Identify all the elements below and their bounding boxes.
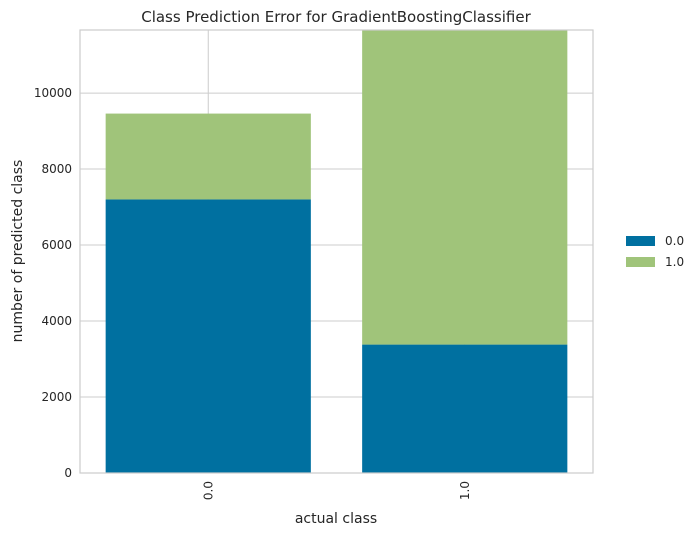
bar-actual-0.0-predicted-1.0 xyxy=(105,113,311,200)
y-axis-label: number of predicted class xyxy=(10,160,26,343)
y-tick-label: 2000 xyxy=(41,390,72,404)
x-tick-label: 1.0 xyxy=(458,481,472,500)
legend-label: 0.0 xyxy=(665,234,684,248)
legend-swatch xyxy=(626,236,655,246)
y-tick-label: 10000 xyxy=(34,86,72,100)
bar-actual-1.0-predicted-1.0 xyxy=(362,30,568,345)
x-axis-ticks: 0.0 1.0 xyxy=(201,481,472,500)
y-tick-label: 6000 xyxy=(41,238,72,252)
plot-area xyxy=(79,29,594,474)
x-tick-label: 0.0 xyxy=(201,481,215,500)
legend-swatch xyxy=(626,257,655,267)
bar-actual-0.0-predicted-0.0 xyxy=(105,199,311,473)
plot-frame xyxy=(79,29,594,474)
y-axis-ticks: 0 2000 4000 6000 8000 10000 xyxy=(34,86,72,480)
y-tick-label: 0 xyxy=(64,466,72,480)
legend-label: 1.0 xyxy=(665,255,684,269)
legend: 0.0 1.0 xyxy=(626,234,684,269)
y-tick-label: 4000 xyxy=(41,314,72,328)
chart-title: Class Prediction Error for GradientBoost… xyxy=(141,8,531,26)
bar-actual-1.0-predicted-0.0 xyxy=(362,344,568,473)
x-axis-label: actual class xyxy=(295,511,377,527)
bars xyxy=(105,30,568,473)
y-tick-label: 8000 xyxy=(41,162,72,176)
